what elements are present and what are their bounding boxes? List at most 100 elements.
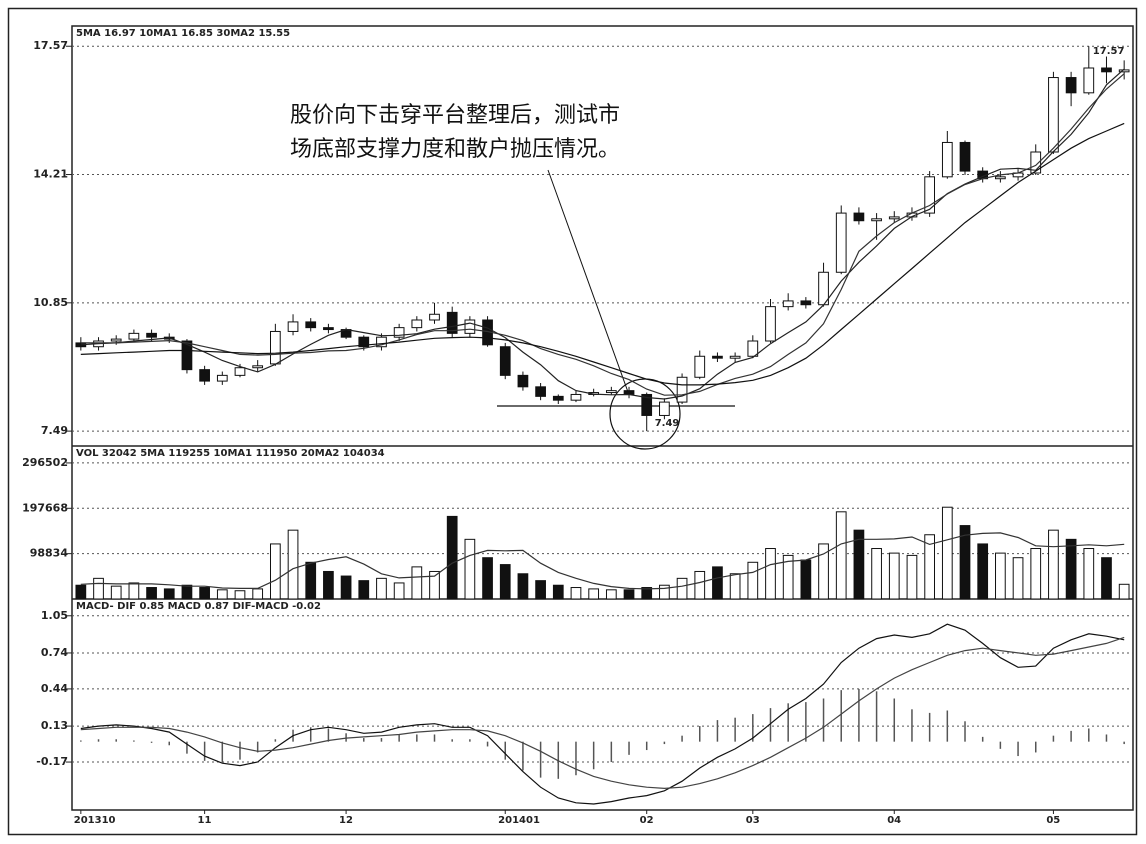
volume-bar xyxy=(782,554,794,600)
volume-bar xyxy=(694,570,706,600)
volume-bar xyxy=(888,552,900,600)
plot-frame xyxy=(71,25,1134,811)
volume-bar xyxy=(835,511,847,600)
candle-body xyxy=(464,319,476,334)
candle-body xyxy=(800,300,812,306)
volume-bar xyxy=(429,570,440,600)
volume-bar xyxy=(199,587,210,600)
candle-body xyxy=(871,218,882,222)
candle-body xyxy=(358,336,370,348)
volume-bar xyxy=(323,570,334,600)
volume-bar xyxy=(1118,583,1130,600)
candle-body xyxy=(269,330,281,365)
volume-bar xyxy=(552,584,564,600)
volume-bar xyxy=(517,573,529,600)
candle-body xyxy=(323,327,334,331)
volume-bar xyxy=(1048,529,1059,600)
candle-body xyxy=(888,216,900,220)
y-tick-label: 197668 xyxy=(22,501,68,514)
y-tick-label: 98834 xyxy=(30,547,69,560)
x-tick-label: 201401 xyxy=(498,815,540,826)
x-tick-label: 05 xyxy=(1046,815,1060,826)
volume-bar xyxy=(393,582,405,600)
y-tick-label: 296502 xyxy=(22,456,68,469)
volume-bar xyxy=(747,561,759,600)
candle-body xyxy=(835,212,847,273)
volume-bar xyxy=(234,590,246,600)
volume-bar xyxy=(995,552,1006,600)
y-tick-label: 0.44 xyxy=(41,682,68,695)
volume-bar xyxy=(269,543,281,600)
series-line xyxy=(80,73,1125,396)
candle-body xyxy=(765,306,776,342)
x-tick-label: 11 xyxy=(198,815,212,826)
candle-body xyxy=(729,355,741,359)
volume-bar xyxy=(765,548,776,600)
candle-body xyxy=(429,313,440,321)
x-tick-label: 12 xyxy=(339,815,353,826)
volume-bar xyxy=(588,588,600,600)
volume-bar xyxy=(181,584,193,600)
candle-body xyxy=(924,176,936,214)
x-tick-label: 02 xyxy=(640,815,654,826)
volume-bar xyxy=(305,561,317,600)
volume-bar xyxy=(340,575,352,600)
candle-body xyxy=(995,176,1006,180)
volume-bar xyxy=(1083,548,1095,600)
candle-body xyxy=(1048,77,1059,153)
pointer-line xyxy=(547,169,629,393)
volume-bar xyxy=(1065,538,1077,600)
candle-body xyxy=(252,365,264,369)
candle-body xyxy=(517,374,529,388)
volume-bar xyxy=(871,548,882,600)
series-line xyxy=(80,122,1125,386)
volume-bar xyxy=(482,557,493,600)
y-tick-label: 0.74 xyxy=(41,646,68,659)
y-tick-label: 7.49 xyxy=(41,424,68,437)
volume-bar xyxy=(729,573,741,600)
volume-bar xyxy=(641,587,653,600)
candle-body xyxy=(959,141,971,172)
volume-bar xyxy=(853,529,865,600)
volume-bar xyxy=(75,584,87,600)
candle-body xyxy=(570,393,582,401)
candle-body xyxy=(305,321,317,329)
candle-body xyxy=(747,340,759,357)
volume-bar xyxy=(977,543,989,600)
y-tick-label: 1.05 xyxy=(41,609,68,622)
low-label: 7.49 xyxy=(655,418,680,429)
volume-bar xyxy=(712,566,723,600)
candle-body xyxy=(499,346,511,376)
candle-body xyxy=(1065,77,1077,94)
candle-body xyxy=(712,355,723,359)
candle-body xyxy=(216,374,228,382)
candle-body xyxy=(941,141,953,178)
volume-bar xyxy=(1030,548,1042,600)
volume-bar xyxy=(959,525,971,600)
candle-body xyxy=(128,332,140,340)
volume-bar xyxy=(623,589,635,600)
volume-bar xyxy=(499,564,511,600)
candle-body xyxy=(446,311,458,334)
candle-body xyxy=(376,336,387,348)
volume-bar xyxy=(128,582,140,600)
volume-bar xyxy=(1012,557,1024,600)
volume-bar xyxy=(906,554,918,600)
volume-bar xyxy=(252,588,264,600)
volume-bar xyxy=(464,538,476,600)
annotation: 场底部支撑力度和散户抛压情况。 xyxy=(290,137,620,162)
x-tick-label: 201310 xyxy=(74,815,116,826)
series-line xyxy=(80,623,1125,805)
volume-bar xyxy=(570,587,582,600)
volume-bar xyxy=(216,589,228,600)
series-line xyxy=(80,636,1125,790)
series-line xyxy=(80,532,1125,590)
volume-bar xyxy=(659,584,670,600)
candle-body xyxy=(782,300,794,308)
candle-body xyxy=(659,401,670,416)
high-label: 17.57 xyxy=(1093,46,1125,57)
y-tick-label: 10.85 xyxy=(33,296,68,309)
volume-bar xyxy=(676,577,688,600)
